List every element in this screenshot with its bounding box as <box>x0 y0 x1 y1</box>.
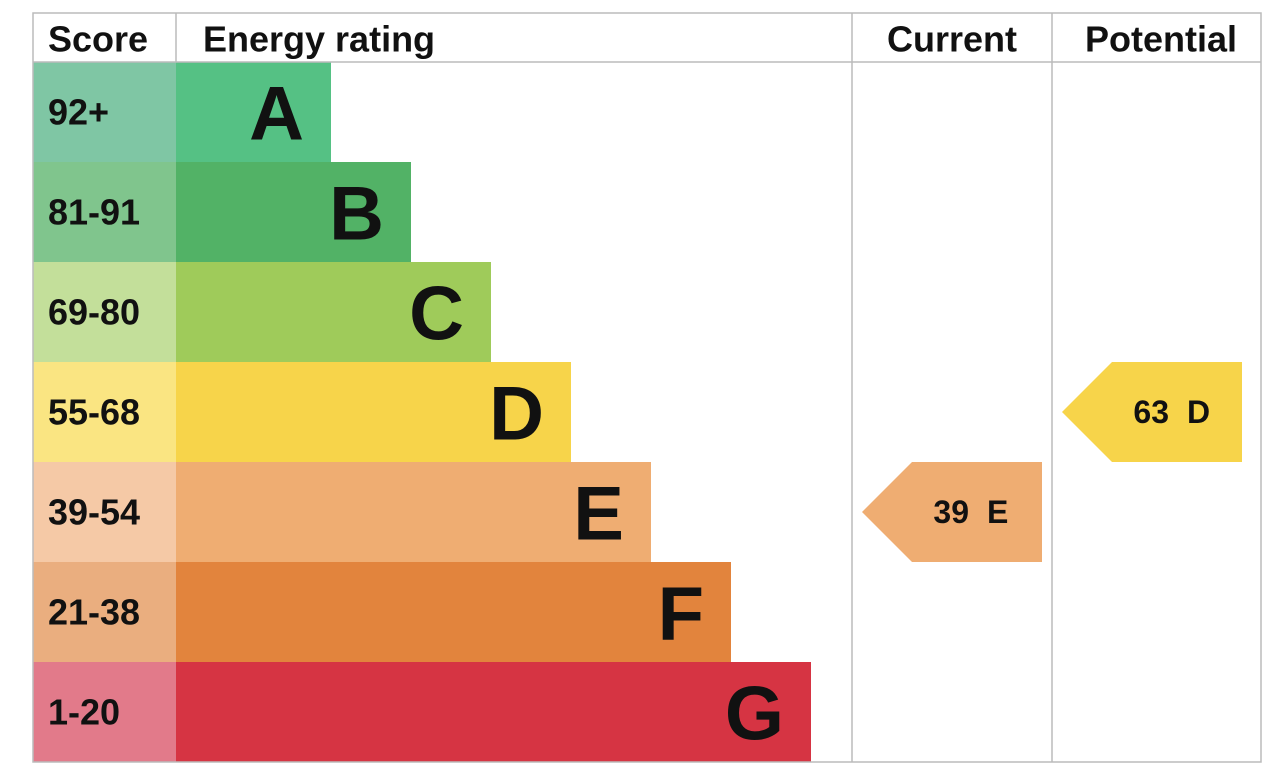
rating-bar <box>176 262 491 362</box>
rating-letter: E <box>573 472 624 557</box>
rating-bar <box>176 462 651 562</box>
header-rating: Energy rating <box>203 19 435 60</box>
rating-bar <box>176 662 811 762</box>
bands: 92+ A 81-91 B 69-80 C 55-68 D 39-54 E 21-38 F 1-20 G 3… <box>33 62 1242 762</box>
potential-value: 63 <box>1133 394 1169 430</box>
score-label: 21-38 <box>48 592 140 633</box>
current-value: 39 <box>933 494 969 530</box>
potential-letter: D <box>1187 394 1210 430</box>
score-label: 39-54 <box>48 492 140 533</box>
score-cell <box>33 662 176 762</box>
current-arrow <box>862 462 1042 562</box>
score-cell <box>33 462 176 562</box>
rating-bar <box>176 562 731 662</box>
header-current: Current <box>887 19 1017 60</box>
score-cell <box>33 362 176 462</box>
rating-bar <box>176 362 571 462</box>
rating-letter: C <box>409 272 464 357</box>
score-label: 92+ <box>48 92 109 133</box>
score-label: 1-20 <box>48 692 120 733</box>
rating-bar <box>176 162 411 262</box>
score-label: 81-91 <box>48 192 140 233</box>
score-label: 69-80 <box>48 292 140 333</box>
score-cell <box>33 62 176 162</box>
score-label: 55-68 <box>48 392 140 433</box>
score-cell <box>33 562 176 662</box>
score-cell <box>33 162 176 262</box>
rating-letter: D <box>489 372 544 457</box>
rating-bar <box>176 62 331 162</box>
current-letter: E <box>987 494 1008 530</box>
rating-letter: A <box>249 72 304 157</box>
header-potential: Potential <box>1085 19 1237 60</box>
frame <box>32 12 1262 763</box>
header-score: Score <box>48 19 148 60</box>
rating-letter: F <box>658 572 704 657</box>
rating-letter: G <box>725 672 784 757</box>
grid: Score Energy rating Current Potential <box>32 12 1262 763</box>
rating-letter: B <box>329 172 384 257</box>
score-cell <box>33 262 176 362</box>
potential-arrow <box>1062 362 1242 462</box>
